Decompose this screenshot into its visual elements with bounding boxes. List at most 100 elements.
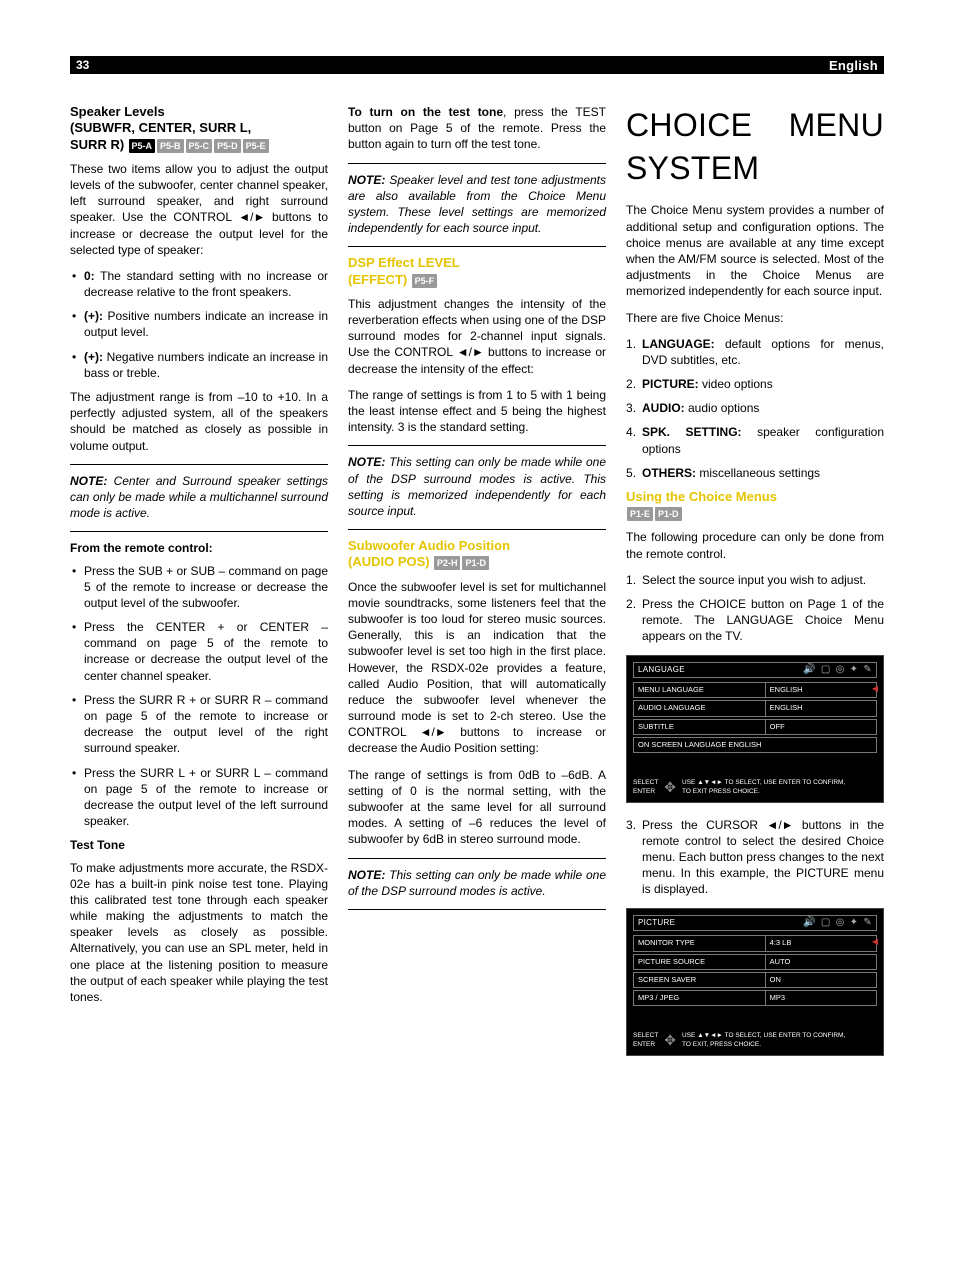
note-body: This setting can only be made while one … bbox=[348, 868, 606, 898]
dpad-icon: ✥ bbox=[664, 779, 676, 796]
subheading: From the remote control: bbox=[70, 540, 328, 556]
list-item: Press the SURR L + or SURR L – command o… bbox=[70, 765, 328, 830]
ref-badge: P5-F bbox=[412, 274, 438, 288]
list-item: Press the CURSOR ◄/► buttons in the remo… bbox=[626, 817, 884, 898]
osd-foot-label: ENTER bbox=[633, 1041, 658, 1049]
osd-language-menu: LANGUAGE 🔊▢◎✦✎ MENU LANGUAGEENGLISH AUDI… bbox=[626, 655, 884, 803]
osd-key: MONITOR TYPE bbox=[634, 936, 765, 950]
osd-foot-label: SELECT bbox=[633, 779, 658, 787]
list-item: Press the CHOICE button on Page 1 of the… bbox=[626, 596, 884, 645]
osd-foot-label: SELECT bbox=[633, 1032, 658, 1040]
header-bar: 33 English bbox=[70, 56, 884, 74]
list-item: OTHERS: miscellaneous settings bbox=[626, 465, 884, 481]
list-item: Press the SURR R + or SURR R – command o… bbox=[70, 692, 328, 757]
osd-value: MP3 bbox=[765, 991, 876, 1005]
list-item: Press the CENTER + or CENTER – command o… bbox=[70, 619, 328, 684]
page-number: 33 bbox=[76, 58, 89, 72]
ref-badge: P5-B bbox=[157, 139, 184, 153]
header-language: English bbox=[829, 58, 878, 73]
heading-line: (SUBWFR, CENTER, SURR L, bbox=[70, 120, 328, 136]
rule bbox=[348, 529, 606, 530]
osd-key: ON SCREEN LANGUAGE ENGLISH bbox=[634, 738, 876, 752]
heading-line: Speaker Levels bbox=[70, 104, 328, 120]
list-item-label: LANGUAGE: bbox=[642, 337, 715, 351]
list-item-label: AUDIO: bbox=[642, 401, 685, 415]
bullet-list: Press the SUB + or SUB – command on page… bbox=[70, 563, 328, 830]
note-text: NOTE: Speaker level and test tone adjust… bbox=[348, 172, 606, 237]
subheading: Test Tone bbox=[70, 837, 328, 853]
rule bbox=[348, 445, 606, 446]
osd-footer: SELECTENTER ✥ USE ▲▼◄► TO SELECT, USE EN… bbox=[633, 1032, 877, 1049]
ref-badge: P5-A bbox=[129, 139, 156, 153]
note-label: NOTE: bbox=[348, 455, 385, 469]
rule bbox=[70, 531, 328, 532]
list-item: PICTURE: video options bbox=[626, 376, 884, 392]
osd-row: ON SCREEN LANGUAGE ENGLISH bbox=[633, 737, 877, 753]
osd-title: PICTURE bbox=[638, 918, 675, 929]
osd-foot-line: USE ▲▼◄► TO SELECT, USE ENTER TO CONFIRM… bbox=[682, 779, 845, 787]
heading-line: SURR R) bbox=[70, 137, 124, 152]
osd-title-bar: PICTURE 🔊▢◎✦✎ bbox=[633, 915, 877, 932]
list-item-label: (+): bbox=[84, 350, 103, 364]
osd-row: MENU LANGUAGEENGLISH bbox=[633, 682, 877, 698]
numbered-list: Select the source input you wish to adju… bbox=[626, 572, 884, 645]
list-item-text: miscellaneous settings bbox=[696, 466, 820, 480]
numbered-list: LANGUAGE: default options for menus, DVD… bbox=[626, 336, 884, 481]
body-text: The range of settings is from 1 to 5 wit… bbox=[348, 387, 606, 436]
note-label: NOTE: bbox=[348, 868, 385, 882]
body-text: The following procedure can only be done… bbox=[626, 529, 884, 561]
column-1: Speaker Levels (SUBWFR, CENTER, SURR L, … bbox=[70, 104, 328, 1070]
list-item-text: Negative numbers indicate an increase in… bbox=[84, 350, 328, 380]
heading-line: Using the Choice Menus bbox=[626, 489, 884, 505]
ref-badge: P1-D bbox=[462, 556, 489, 570]
osd-key: MENU LANGUAGE bbox=[634, 683, 765, 697]
list-item-text: The standard setting with no increase or… bbox=[84, 269, 328, 299]
body-text: This adjustment changes the intensity of… bbox=[348, 296, 606, 377]
column-2: To turn on the test tone, press the TEST… bbox=[348, 104, 606, 1070]
osd-foot-line: USE ▲▼◄► TO SELECT, USE ENTER TO CONFIRM… bbox=[682, 1032, 845, 1040]
heading-using-choice: Using the Choice Menus P1-EP1-D bbox=[626, 489, 884, 521]
osd-key: AUDIO LANGUAGE bbox=[634, 701, 765, 715]
list-item: (+): Negative numbers indicate an increa… bbox=[70, 349, 328, 381]
osd-value: 4:3 LB bbox=[765, 936, 876, 950]
body-text: The adjustment range is from –10 to +10.… bbox=[70, 389, 328, 454]
body-text: The Choice Menu system provides a number… bbox=[626, 202, 884, 299]
ref-badge: P5-C bbox=[186, 139, 213, 153]
osd-foot-text: USE ▲▼◄► TO SELECT, USE ENTER TO CONFIRM… bbox=[682, 779, 845, 796]
osd-value: ON bbox=[765, 973, 876, 987]
tool-icon: ✎ bbox=[863, 918, 872, 928]
note-body: Center and Surround speaker settings can… bbox=[70, 474, 328, 520]
osd-key: MP3 / JPEG bbox=[634, 991, 765, 1005]
gear-icon: ✦ bbox=[850, 918, 859, 928]
body-text: To make adjustments more accurate, the R… bbox=[70, 860, 328, 1006]
list-item-text: video options bbox=[699, 377, 773, 391]
heading-sub-audio: Subwoofer Audio Position (AUDIO POS) P2-… bbox=[348, 538, 606, 571]
osd-icons: 🔊▢◎✦✎ bbox=[803, 665, 872, 675]
osd-value: AUTO bbox=[765, 955, 876, 969]
tool-icon: ✎ bbox=[863, 665, 872, 675]
ref-badge: P1-D bbox=[655, 507, 682, 521]
list-item-label: SPK. SETTING: bbox=[642, 425, 742, 439]
osd-foot-text: USE ▲▼◄► TO SELECT, USE ENTER TO CONFIRM… bbox=[682, 1032, 845, 1049]
list-item-text: audio options bbox=[685, 401, 760, 415]
ref-badge: P5-D bbox=[214, 139, 241, 153]
inline-bold: To turn on the test tone bbox=[348, 105, 503, 119]
note-label: NOTE: bbox=[348, 173, 385, 187]
list-item: Press the SUB + or SUB – command on page… bbox=[70, 563, 328, 612]
osd-spacer bbox=[633, 1008, 877, 1028]
rule bbox=[348, 909, 606, 910]
osd-row: MP3 / JPEGMP3 bbox=[633, 990, 877, 1006]
osd-row: MONITOR TYPE4:3 LB bbox=[633, 935, 877, 951]
disc-icon: ◎ bbox=[836, 918, 845, 928]
ref-badge: P2-H bbox=[434, 556, 461, 570]
body-text: There are five Choice Menus: bbox=[626, 310, 884, 326]
osd-foot-line: TO EXIT PRESS CHOICE. bbox=[682, 788, 845, 796]
rule bbox=[348, 246, 606, 247]
osd-footer: SELECTENTER ✥ USE ▲▼◄► TO SELECT, USE EN… bbox=[633, 779, 877, 796]
speaker-icon: 🔊 bbox=[803, 665, 816, 675]
rule bbox=[348, 163, 606, 164]
heading-line: Subwoofer Audio Position bbox=[348, 538, 606, 554]
list-item: (+): Positive numbers indicate an increa… bbox=[70, 308, 328, 340]
osd-picture-menu: PICTURE 🔊▢◎✦✎ MONITOR TYPE4:3 LB PICTURE… bbox=[626, 908, 884, 1056]
gear-icon: ✦ bbox=[850, 665, 859, 675]
